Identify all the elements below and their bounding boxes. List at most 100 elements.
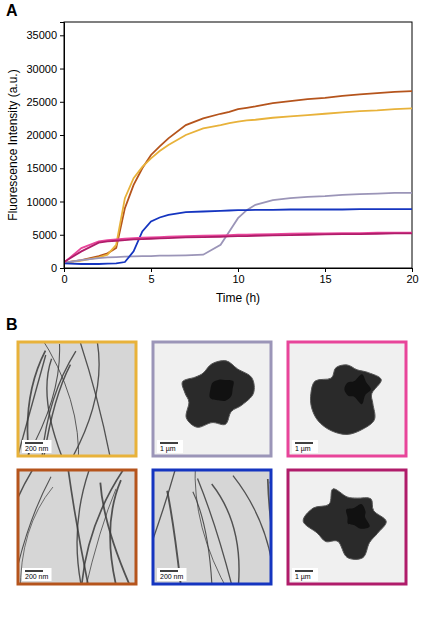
tem-image: 200 nm <box>0 460 136 594</box>
x-tick-label: 0 <box>61 273 67 285</box>
x-tick-label: 20 <box>406 273 418 285</box>
scale-bar-background <box>292 440 318 453</box>
y-tick-mark <box>60 135 64 136</box>
series-line <box>64 233 412 262</box>
image-background <box>153 342 271 456</box>
scale-bar: 1 µm <box>292 568 318 581</box>
panel-label: A <box>6 2 18 19</box>
scale-bar-label: 200 nm <box>25 573 49 580</box>
y-tick: 15000 <box>26 162 64 174</box>
fibril <box>212 484 239 584</box>
y-tick: 10000 <box>26 196 64 208</box>
fibril <box>68 342 100 456</box>
scale-bar: 1 µm <box>292 440 318 453</box>
fibril <box>84 489 116 584</box>
aggregate <box>182 361 254 428</box>
image-content <box>153 342 271 456</box>
y-tick-mark <box>60 35 64 36</box>
tem-image: 1 µm <box>288 342 406 456</box>
scale-bar-label: 200 nm <box>25 445 49 452</box>
y-tick-mark <box>60 69 64 70</box>
x-tick-label: 5 <box>148 273 154 285</box>
fibril <box>67 470 90 584</box>
y-axis-title: Fluorescence Intensity (a.u.) <box>6 69 20 220</box>
image-background <box>288 470 406 584</box>
fibril <box>20 487 53 584</box>
lines <box>64 91 412 264</box>
image-background <box>18 342 136 456</box>
y-tick: 20000 <box>26 129 64 141</box>
scale-bar-background <box>292 568 318 581</box>
x-axis: 0 5 10 15 20 <box>61 268 418 285</box>
y-tick: 0 <box>51 262 64 274</box>
x-tick: 20 <box>406 268 418 285</box>
y-tick-label: 0 <box>51 262 57 274</box>
scale-bar: 200 nm <box>22 568 52 581</box>
fibril <box>193 492 213 584</box>
aggregate-core <box>344 374 371 404</box>
series-line <box>64 193 412 263</box>
x-tick-mark <box>412 268 413 272</box>
fibril <box>198 478 235 584</box>
scale-bar-line <box>295 570 313 572</box>
y-tick-mark <box>60 202 64 203</box>
image-background <box>288 342 406 456</box>
image-border <box>18 342 136 456</box>
scale-bar-background <box>22 568 52 581</box>
series-line <box>64 108 412 262</box>
scale-bar-label: 200 nm <box>160 573 184 580</box>
x-tick: 0 <box>61 268 67 285</box>
image-content <box>153 470 271 584</box>
series-line <box>64 233 412 263</box>
scale-bar-line <box>25 442 43 444</box>
image-content <box>18 342 136 456</box>
panel-label: B <box>6 316 18 333</box>
x-axis-line <box>65 269 413 273</box>
fibril <box>110 480 121 584</box>
x-tick-mark <box>238 268 239 272</box>
aggregate-core <box>209 379 233 400</box>
x-tick-label: 10 <box>232 273 244 285</box>
y-tick-label: 30000 <box>26 63 57 75</box>
fibril <box>81 470 124 584</box>
scale-bar: 1 µm <box>157 440 183 453</box>
scale-bar-line <box>160 570 178 572</box>
scale-bar-line <box>160 442 178 444</box>
aggregate <box>310 365 381 435</box>
y-tick-mark <box>60 235 64 236</box>
fibril <box>100 483 133 584</box>
tem-image: 1 µm <box>153 342 271 456</box>
scale-bar: 200 nm <box>22 440 52 453</box>
fibril <box>39 342 79 456</box>
image-border <box>288 470 406 584</box>
x-tick: 10 <box>232 268 244 285</box>
y-tick-label: 20000 <box>26 129 57 141</box>
fibril <box>22 344 60 456</box>
image-content <box>288 470 406 584</box>
scale-bar-background <box>22 440 52 453</box>
plot-frame <box>64 22 412 268</box>
scale-bar-label: 1 µm <box>295 445 311 453</box>
y-tick: 35000 <box>26 29 64 41</box>
y-tick-mark <box>60 102 64 103</box>
fibril <box>18 477 51 584</box>
image-border <box>18 470 136 584</box>
x-tick-label: 15 <box>319 273 331 285</box>
series-line <box>64 209 412 264</box>
y-tick: 30000 <box>26 63 64 75</box>
scale-bar-background <box>157 568 187 581</box>
x-tick-mark <box>325 268 326 272</box>
fibril <box>18 470 38 584</box>
image-border <box>153 342 271 456</box>
y-tick-label: 10000 <box>26 196 57 208</box>
y-tick-label: 35000 <box>26 29 57 41</box>
x-tick-mark <box>151 268 152 272</box>
x-axis-title: Time (h) <box>216 291 260 305</box>
x-tick: 15 <box>319 268 331 285</box>
aggregate-core <box>346 504 370 529</box>
series-line <box>64 91 412 263</box>
x-tick: 5 <box>148 268 154 285</box>
scale-bar-label: 1 µm <box>160 445 176 453</box>
tem-image: 200 nm <box>15 334 136 466</box>
scale-bar-line <box>25 570 43 572</box>
